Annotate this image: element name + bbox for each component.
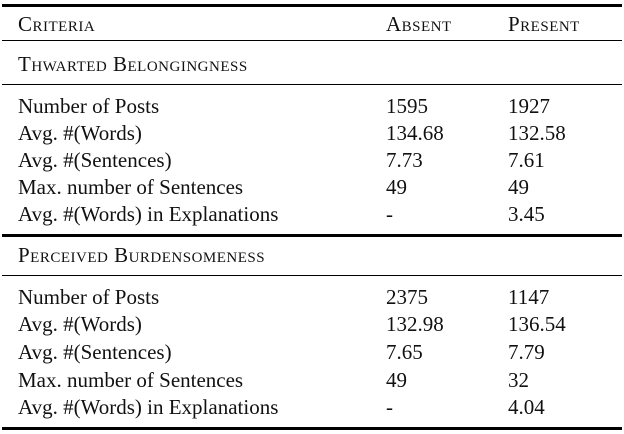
absent-value: 134.68	[386, 121, 444, 145]
table-row: Number of Posts 1595 1927	[0, 93, 624, 120]
section-rule	[2, 275, 622, 276]
present-value: 1147	[508, 285, 550, 309]
row-label: Max. number of Sentences	[18, 175, 244, 199]
table-row: Avg. #(Words) in Explanations - 3.45	[0, 201, 624, 228]
header-absent: Absent	[386, 12, 452, 36]
row-label: Avg. #(Words)	[18, 121, 142, 145]
section-rule	[2, 84, 622, 85]
section-divider-rule	[2, 234, 622, 237]
row-label: Number of Posts	[18, 285, 160, 309]
present-value: 7.61	[508, 148, 545, 172]
table-row: Avg. #(Words) 132.98 136.54	[0, 311, 624, 338]
table-top-rule	[2, 4, 622, 7]
section-title-row: Perceived Burdensomeness	[0, 242, 624, 269]
row-label: Avg. #(Sentences)	[18, 148, 172, 172]
table-row: Avg. #(Sentences) 7.65 7.79	[0, 339, 624, 366]
row-label: Avg. #(Sentences)	[18, 340, 172, 364]
present-value: 136.54	[508, 312, 566, 336]
table-row: Avg. #(Words) 134.68 132.58	[0, 120, 624, 147]
table-bottom-rule	[2, 427, 622, 430]
row-label: Number of Posts	[18, 94, 160, 118]
header-criteria: Criteria	[18, 12, 96, 36]
absent-value: 49	[386, 368, 407, 392]
table-row: Avg. #(Sentences) 7.73 7.61	[0, 147, 624, 174]
table-row: Avg. #(Words) in Explanations - 4.04	[0, 394, 624, 421]
row-label: Max. number of Sentences	[18, 368, 244, 392]
table-row: Number of Posts 2375 1147	[0, 284, 624, 311]
absent-value: 132.98	[386, 312, 444, 336]
absent-value: 7.65	[386, 340, 423, 364]
table-row: Max. number of Sentences 49 32	[0, 367, 624, 394]
section-title: Thwarted Belongingness	[18, 52, 248, 76]
table-row: Max. number of Sentences 49 49	[0, 174, 624, 201]
present-value: 32	[508, 368, 529, 392]
absent-value: 1595	[386, 94, 428, 118]
table-header-row: Criteria Absent Present	[0, 11, 624, 38]
present-value: 7.79	[508, 340, 545, 364]
absent-value: 7.73	[386, 148, 423, 172]
absent-value: -	[386, 395, 393, 419]
row-label: Avg. #(Words) in Explanations	[18, 202, 279, 226]
present-value: 3.45	[508, 202, 545, 226]
section-title-row: Thwarted Belongingness	[0, 51, 624, 78]
section-title: Perceived Burdensomeness	[18, 243, 266, 267]
present-value: 49	[508, 175, 529, 199]
present-value: 132.58	[508, 121, 566, 145]
present-value: 1927	[508, 94, 550, 118]
present-value: 4.04	[508, 395, 545, 419]
absent-value: 49	[386, 175, 407, 199]
header-present: Present	[508, 12, 580, 36]
absent-value: 2375	[386, 285, 428, 309]
absent-value: -	[386, 202, 393, 226]
row-label: Avg. #(Words) in Explanations	[18, 395, 279, 419]
header-rule	[2, 40, 622, 41]
row-label: Avg. #(Words)	[18, 312, 142, 336]
